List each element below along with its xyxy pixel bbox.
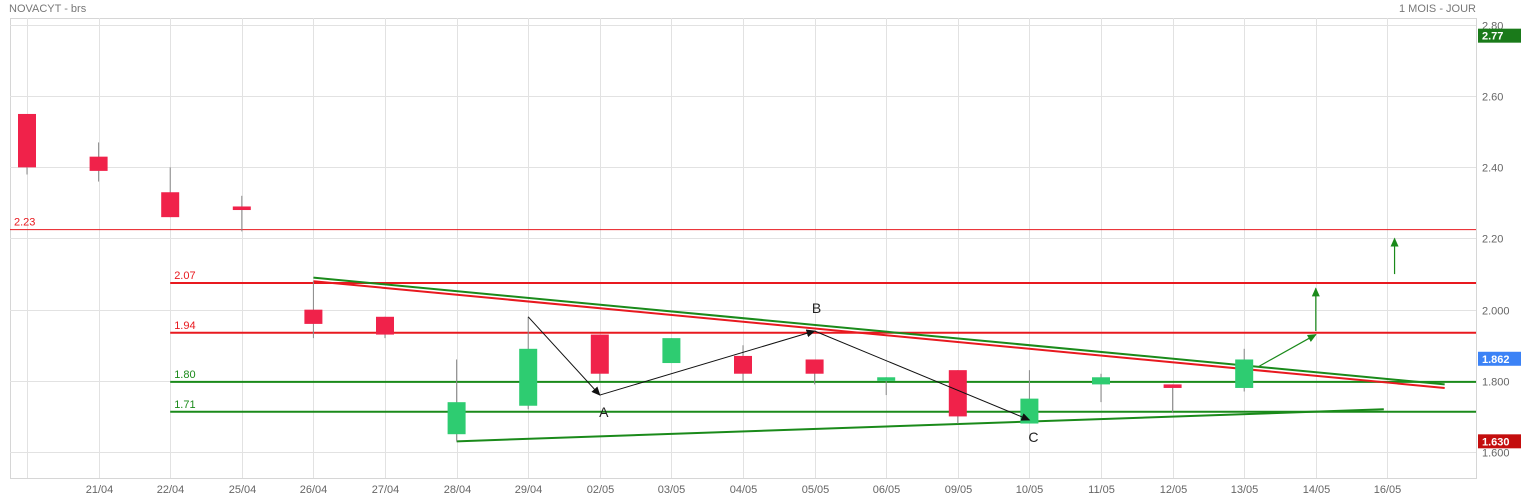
x-tick-label: 09/05 bbox=[945, 484, 973, 496]
y-tick-label: 2.000 bbox=[1482, 306, 1510, 318]
price-badge-label: 2.77 bbox=[1482, 31, 1503, 43]
wave-label-c: C bbox=[1028, 429, 1038, 445]
price-badge bbox=[1478, 434, 1521, 449]
y-tick-label: 1.800 bbox=[1482, 377, 1510, 389]
candle-body bbox=[89, 156, 108, 171]
x-tick-label: 22/04 bbox=[157, 484, 185, 496]
trend-lines bbox=[313, 276, 1445, 443]
wave-label-a: A bbox=[599, 404, 609, 420]
wave-arrow bbox=[814, 330, 1031, 421]
x-tick-label: 03/05 bbox=[658, 484, 686, 496]
projection-arrow bbox=[1258, 334, 1317, 368]
y-tick-label: 2.40 bbox=[1482, 163, 1503, 175]
y-tick-label: 1.600 bbox=[1482, 448, 1510, 460]
y-tick-label: 2.60 bbox=[1482, 92, 1503, 104]
x-tick-label: 28/04 bbox=[444, 484, 472, 496]
x-tick-label: 29/04 bbox=[515, 484, 543, 496]
x-tick-label: 05/05 bbox=[802, 484, 830, 496]
candles bbox=[18, 113, 1254, 442]
candle-body bbox=[1163, 384, 1182, 388]
trend-line bbox=[313, 280, 1445, 389]
x-tick-label: 21/04 bbox=[86, 484, 114, 496]
instrument-title: NOVACYT - brs bbox=[9, 3, 87, 15]
price-badge-label: 1.630 bbox=[1482, 436, 1510, 448]
wave-arrow bbox=[527, 316, 601, 396]
candle-body bbox=[1235, 359, 1254, 388]
grid bbox=[10, 18, 1477, 479]
candle-body bbox=[662, 338, 681, 364]
trend-line bbox=[313, 276, 1445, 386]
level-label: 2.23 bbox=[14, 217, 35, 229]
candle-body bbox=[948, 370, 967, 417]
x-tick-label: 10/05 bbox=[1016, 484, 1044, 496]
price-badge bbox=[1478, 28, 1521, 43]
x-tick-label: 14/05 bbox=[1303, 484, 1331, 496]
candle-body bbox=[519, 348, 538, 406]
price-badges: 2.77 1.862 1.630 bbox=[1478, 28, 1521, 449]
level-label: 1.71 bbox=[174, 399, 195, 411]
period-label: 1 MOIS - JOUR bbox=[1398, 3, 1476, 15]
candle-body bbox=[734, 355, 752, 374]
x-tick-label: 27/04 bbox=[372, 484, 400, 496]
level-label: 1.94 bbox=[174, 320, 195, 332]
candle-body bbox=[805, 359, 824, 374]
x-tick-label: 25/04 bbox=[229, 484, 257, 496]
y-tick-label: 2.20 bbox=[1482, 234, 1503, 246]
x-tick-label: 02/05 bbox=[587, 484, 615, 496]
candle-body bbox=[161, 192, 180, 218]
wave-label-b: B bbox=[812, 300, 821, 316]
candle-body bbox=[447, 402, 466, 435]
price-badge-label: 1.862 bbox=[1482, 354, 1510, 366]
candle-body bbox=[590, 334, 609, 374]
price-badge bbox=[1478, 351, 1521, 366]
x-tick-label: 04/05 bbox=[730, 484, 758, 496]
support-resistance-lines: 2.23 2.07 1.94 1.80 1.71 bbox=[10, 217, 1476, 413]
x-tick-label: 26/04 bbox=[300, 484, 328, 496]
x-tick-label: 13/05 bbox=[1231, 484, 1259, 496]
x-tick-label: 16/05 bbox=[1374, 484, 1402, 496]
candle-body bbox=[877, 377, 896, 381]
trend-line bbox=[456, 408, 1384, 443]
level-label: 2.07 bbox=[174, 270, 195, 282]
x-tick-label: 12/05 bbox=[1160, 484, 1188, 496]
candle-body bbox=[1092, 377, 1110, 385]
candle-body bbox=[232, 206, 251, 211]
axes: 21/04 22/04 25/04 26/04 27/04 28/04 29/04 02/05… bbox=[86, 21, 1510, 497]
candle-body bbox=[18, 113, 36, 168]
candle-body bbox=[376, 316, 394, 335]
wave-annotations: A B C bbox=[527, 237, 1399, 445]
level-label: 1.80 bbox=[174, 369, 195, 381]
x-tick-label: 06/05 bbox=[873, 484, 901, 496]
wave-arrow bbox=[599, 329, 816, 396]
candle-body bbox=[304, 309, 323, 324]
x-tick-label: 11/05 bbox=[1088, 484, 1115, 496]
